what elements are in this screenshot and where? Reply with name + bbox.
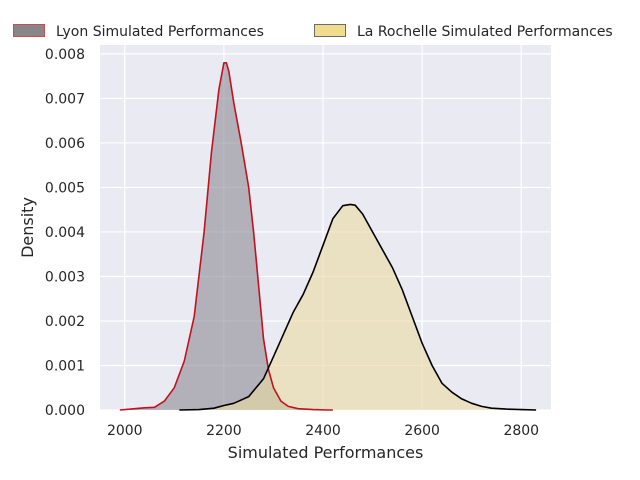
y-tick-label: 0.001 — [45, 358, 85, 374]
y-tick-label: 0.005 — [45, 180, 85, 196]
x-axis-title: Simulated Performances — [228, 443, 424, 462]
legend-label: Lyon Simulated Performances — [56, 24, 264, 40]
y-tick-label: 0.000 — [45, 403, 85, 419]
x-tick-label: 2000 — [107, 423, 143, 439]
density-areas — [119, 62, 537, 411]
y-tick-label: 0.007 — [45, 91, 85, 107]
x-axis-ticks: 2000 2200 2400 2600 2800 — [107, 423, 539, 439]
legend-item-0: Lyon Simulated Performances — [13, 24, 264, 40]
legend-label: La Rochelle Simulated Performances — [357, 24, 613, 40]
y-tick-label: 0.004 — [45, 225, 85, 241]
grid — [100, 45, 551, 411]
legend: Lyon Simulated Performances La Rochelle S… — [13, 24, 613, 40]
legend-swatch — [314, 24, 346, 37]
density-area-0 — [119, 62, 333, 411]
x-tick-label: 2200 — [206, 423, 242, 439]
y-axis-ticks: 0.000 0.001 0.002 0.003 0.004 0.005 0.006 0.007… — [45, 47, 85, 419]
x-tick-label: 2800 — [503, 423, 539, 439]
y-tick-label: 0.008 — [45, 47, 85, 63]
y-tick-label: 0.003 — [45, 269, 85, 285]
x-tick-label: 2600 — [404, 423, 440, 439]
y-tick-label: 0.002 — [45, 314, 85, 330]
y-axis-title: Density — [18, 197, 37, 258]
density-line-1 — [179, 203, 537, 411]
density-line-0 — [119, 62, 333, 411]
legend-swatch — [13, 24, 45, 37]
density-area-1 — [179, 204, 537, 410]
y-tick-label: 0.006 — [45, 136, 85, 152]
x-tick-label: 2400 — [305, 423, 341, 439]
legend-item-1: La Rochelle Simulated Performances — [314, 24, 613, 40]
